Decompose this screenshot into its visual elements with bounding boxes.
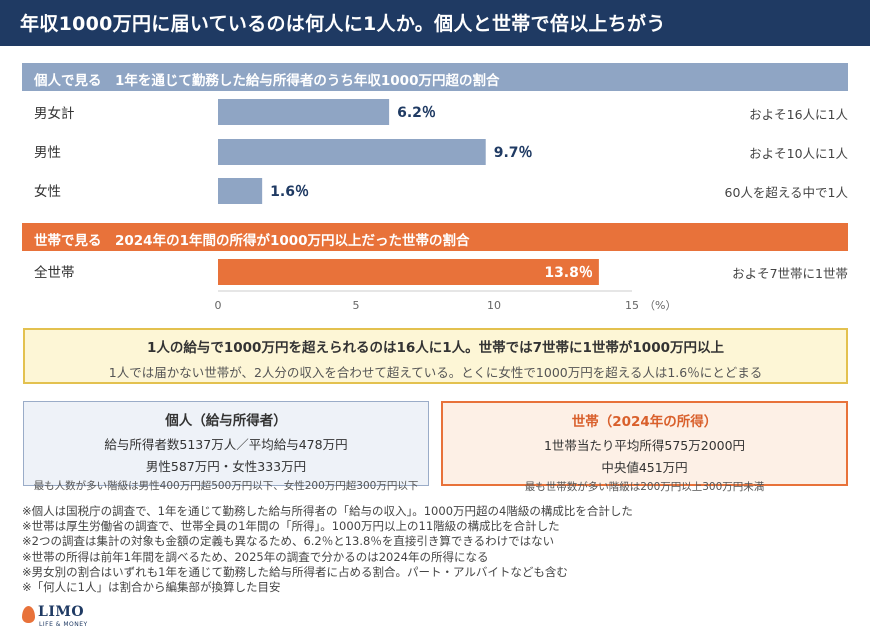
bar-female — [218, 178, 263, 204]
footnote: ※世帯は厚生労働省の調査で、世帯全員の1年間の「所得」。1000万円以上の11階… — [22, 519, 560, 534]
summary-detail: 1人では届かない世帯が、2人分の収入を合わせて超えている。とくに女性で1000万… — [108, 365, 763, 380]
card-individual-line1: 給与所得者数5137万人／平均給与478万円 — [104, 437, 348, 452]
footnote: ※「何人に1人」は割合から編集部が換算した目安 — [22, 580, 281, 595]
row-note-male: およそ10人に1人 — [749, 146, 848, 161]
card-household-line1: 1世帯当たり平均所得575万2000円 — [543, 438, 746, 453]
title-bar: 年収1000万円に届いているのは何人に1人か。個人と世帯で倍以上ちがう — [0, 0, 870, 46]
footnote: ※世帯の所得は前年1年間を調べるため、2025年の調査で分かるのは2024年の所… — [22, 549, 489, 564]
footnote: ※2つの調査は集計の対象も金額の定義も異なるため、6.2％と13.8％を直接引き… — [22, 534, 555, 549]
summary-headline: 1人の給与で1000万円を超えられるのは16人に1人。世帯では7世帯に1世帯が1… — [146, 340, 724, 356]
card-individual-heading: 個人（給与所得者） — [165, 413, 287, 429]
data-label-all-households: 13.8％ — [544, 265, 593, 281]
footnote: ※個人は国税庁の調査で、1年を通じて勤務した給与所得者の「給与の収入」。1000… — [22, 504, 633, 518]
bar-total — [218, 99, 390, 125]
x-tick-label: 0 — [215, 299, 222, 312]
bar-all-households — [218, 259, 599, 285]
x-axis-unit: （%） — [644, 299, 676, 312]
household-section-heading: 世帯で見る 2024年の1年間の所得が1000万円以上だった世帯の割合 — [22, 223, 848, 251]
card-household-line2: 中央値451万円 — [601, 460, 688, 475]
card-individual: 個人（給与所得者） 給与所得者数5137万人／平均給与478万円 男性587万円… — [23, 401, 429, 492]
row-note-total: およそ16人に1人 — [749, 107, 848, 122]
row-label-total: 男女計 — [34, 106, 75, 122]
summary-box: 1人の給与で1000万円を超えられるのは16人に1人。世帯では7世帯に1世帯が1… — [23, 328, 848, 384]
row-label-female: 女性 — [34, 184, 61, 200]
row-label-all-households: 全世帯 — [34, 265, 75, 281]
bar-male — [218, 139, 486, 165]
bar-chart: 6.2％ 9.7％ 1.6％ 13.8％ 0 5 10 15 （%） — [215, 99, 676, 312]
card-household-heading: 世帯（2024年の所得） — [571, 414, 718, 430]
individual-section-heading: 個人で見る 1年を通じて勤務した給与所得者のうち年収1000万円超の割合 — [22, 63, 848, 91]
row-note-all-households: およそ7世帯に1世帯 — [732, 266, 848, 281]
data-label-total: 6.2％ — [397, 105, 436, 121]
card-individual-line2: 男性587万円・女性333万円 — [145, 459, 307, 474]
page-title: 年収1000万円に届いているのは何人に1人か。個人と世帯で倍以上ちがう — [20, 13, 666, 35]
data-label-male: 9.7％ — [494, 145, 533, 161]
card-individual-small: 最も人数が多い階級は男性400万円超500万円以下、女性200万円超300万円以… — [33, 480, 419, 492]
data-label-female: 1.6％ — [270, 184, 309, 200]
footnotes: ※個人は国税庁の調査で、1年を通じて勤務した給与所得者の「給与の収入」。1000… — [22, 504, 633, 595]
card-household-small: 最も世帯数が多い階級は200万円以上300万円未満 — [524, 481, 765, 493]
logo-tagline: LIFE & MONEY — [39, 621, 88, 628]
card-household: 世帯（2024年の所得） 1世帯当たり平均所得575万2000円 中央値451万… — [441, 401, 848, 493]
x-tick-label: 10 — [487, 299, 501, 312]
row-label-male: 男性 — [34, 145, 61, 161]
row-note-female: 60人を超える中で1人 — [724, 185, 848, 200]
x-tick-label: 5 — [353, 299, 360, 312]
logo-wordmark: LIMO — [38, 604, 85, 620]
footnote: ※男女別の割合はいずれも1年を通じて勤務した給与所得者に占める割合。パート・アル… — [22, 564, 568, 579]
x-tick-label: 15 — [625, 299, 639, 312]
flame-icon — [22, 606, 35, 623]
